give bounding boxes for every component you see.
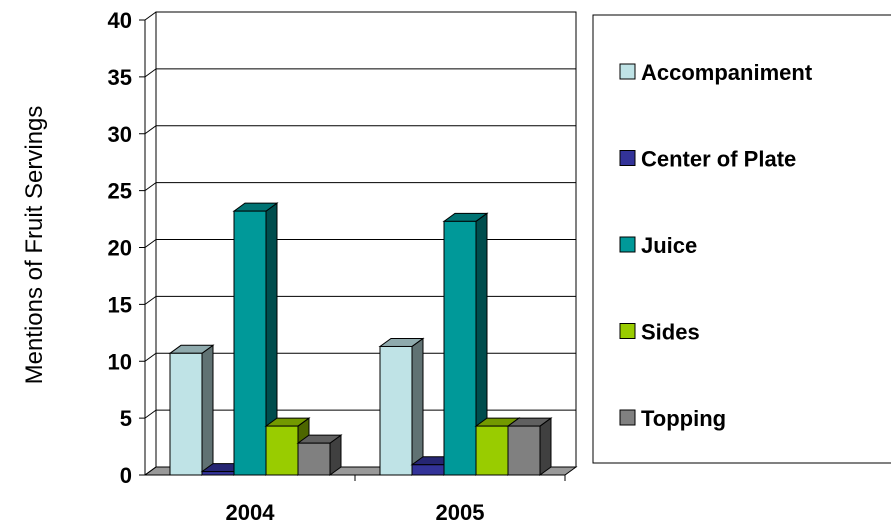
bar-front [169,352,203,476]
legend-swatch [619,150,636,166]
legend-label: Center of Plate [641,147,796,172]
bar [168,344,215,476]
legend-label: Juice [641,233,697,258]
x-tick-label: 2004 [226,500,276,525]
y-tick-label: 35 [108,65,132,90]
bar-side [411,337,424,476]
grid-line-side [144,182,157,192]
y-axis-title: Mentions of Fruit Servings [21,106,48,385]
grid-line-side [144,409,157,419]
bar [442,212,489,476]
y-tick-label: 25 [108,179,132,204]
y-tick-label: 5 [120,406,132,431]
legend-label: Topping [641,406,726,431]
legend-swatch [619,236,636,253]
bar-front [443,220,477,476]
bar-front [411,464,445,476]
y-tick-label: 0 [120,463,132,488]
bar-side [539,417,552,476]
bar [506,417,553,476]
grid-line-side [144,295,157,305]
bar-front [233,210,267,476]
legend-box [592,14,891,464]
legend-label: Sides [641,320,700,345]
y-tick-label: 40 [108,8,132,33]
legend-swatch [619,63,636,80]
grid-line-side [144,11,157,21]
y-tick-label: 10 [108,349,132,374]
bar [232,202,279,476]
bar-front [507,425,541,476]
grid-line-side [144,466,157,476]
bar [378,337,425,476]
legend-label: Accompaniment [641,60,813,85]
grid-line-side [144,68,157,78]
bar-front [201,471,235,476]
y-tick-label: 20 [108,236,132,261]
grid-line-side [144,125,157,135]
bar-front [379,345,413,476]
x-tick-label: 2005 [436,500,485,525]
legend-swatch [619,409,636,426]
bar [296,434,343,476]
legend-swatch [619,323,636,339]
grid-line-side [144,352,157,362]
y-tick-label: 30 [108,122,132,147]
bar-front [297,442,331,476]
grid-line-side [144,239,157,248]
y-tick-label: 15 [108,292,132,317]
bar-front [475,425,509,476]
bar-side [201,344,214,476]
bar-front [265,425,299,476]
